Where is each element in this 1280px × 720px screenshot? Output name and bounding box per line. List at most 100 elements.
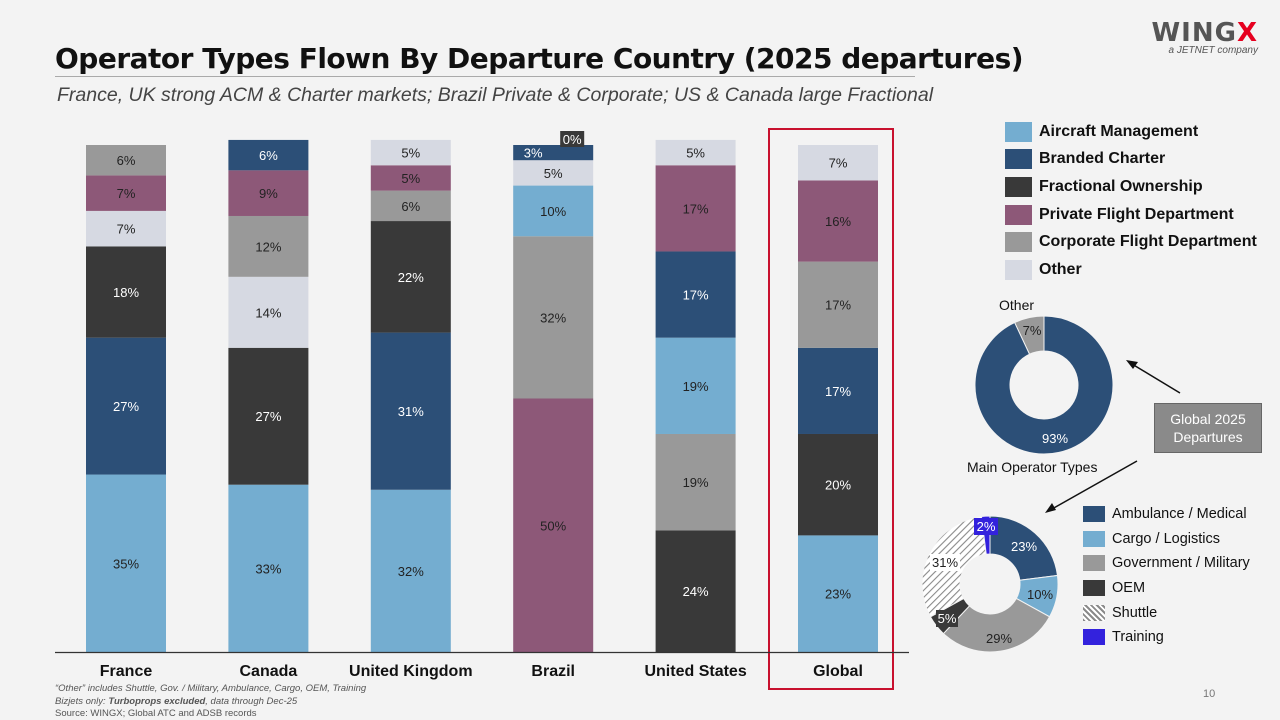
category-label-global: Global [813, 663, 863, 680]
category-label-united-kingdom: United Kingdom [349, 663, 473, 680]
bar-segment-united-states-other [655, 139, 736, 166]
legend-label: Private Flight Department [1039, 205, 1234, 223]
bar-segment-brazil-branded-charter [513, 145, 594, 161]
category-label-france: France [100, 663, 153, 680]
legend-swatch [1083, 629, 1105, 646]
data-label-united-states-branded-charter: 17% [683, 288, 709, 303]
footnote-bizjets: Bizjets only: Turboprops excluded, data … [55, 696, 297, 707]
data-label-france-private-flight-department: 7% [117, 186, 136, 201]
global-donut-chart: 93% 7% [974, 315, 1114, 455]
bar-segment-united-kingdom-aircraft-management [370, 489, 451, 652]
legend-swatch [1005, 259, 1032, 280]
bar-segment-united-kingdom-corporate-flight-department [370, 190, 451, 222]
donut-label-box-oem [936, 610, 958, 627]
operator-type-legend: Aircraft Management Branded Charter Frac… [1005, 118, 1257, 284]
arrow-to-other-donut [1051, 460, 1138, 510]
data-label-global-other: 7% [829, 156, 848, 171]
bar-segment-brazil-corporate-flight-department [513, 236, 594, 399]
data-label-brazil-aircraft-management: 10% [540, 204, 566, 219]
legend-swatch [1005, 204, 1032, 225]
data-label-global-aircraft-management: 23% [825, 587, 851, 602]
data-label-canada-other: 14% [255, 305, 281, 320]
bar-segment-france-private-flight-department [86, 175, 166, 211]
data-label-global-corporate-flight-department: 17% [825, 298, 851, 313]
legend-swatch [1083, 580, 1105, 597]
other-breakdown-legend: Ambulance / Medical Cargo / Logistics Go… [1083, 502, 1250, 650]
data-label-france-fractional-ownership: 18% [113, 285, 139, 300]
legend-item-private-flight-department: Private Flight Department [1005, 201, 1257, 229]
wingx-logo: WINGX a JETNET company [1148, 18, 1259, 56]
data-label-global-private-flight-department: 16% [825, 214, 851, 229]
data-label-france-aircraft-management: 35% [113, 556, 139, 571]
footnote-suffix: , data through Dec-25 [205, 696, 298, 707]
donut-slice-label-main-operator-types: 93% [1042, 431, 1068, 446]
legend-label: Fractional Ownership [1039, 177, 1203, 195]
bar-segment-global-other [798, 145, 878, 181]
bar-segment-canada-aircraft-management [228, 484, 309, 652]
data-label-brazil-fractional-ownership: 0% [563, 132, 582, 147]
donut-title-other: Other [999, 297, 1035, 313]
logo-wordmark: WINGX [1148, 18, 1258, 48]
bar-segment-canada-branded-charter [228, 139, 309, 171]
legend-label: Ambulance / Medical [1112, 506, 1247, 523]
footnote-bold: Turboprops excluded [108, 696, 206, 707]
category-label-united-states: United States [644, 663, 746, 680]
legend-swatch [1005, 176, 1032, 197]
legend-label: Other [1039, 260, 1082, 278]
legend-swatch [1083, 506, 1105, 523]
data-label-brazil-private-flight-department: 50% [540, 518, 566, 533]
data-label-canada-branded-charter: 6% [259, 148, 278, 163]
bar-segment-global-fractional-ownership [798, 433, 878, 536]
legend-item-oem: OEM [1083, 576, 1250, 601]
logo-tagline: a JETNET company [1168, 45, 1258, 56]
legend-swatch [1005, 232, 1032, 253]
bar-segment-united-states-corporate-flight-department [655, 433, 736, 531]
legend-item-shuttle: Shuttle [1083, 600, 1250, 625]
donut-slice-label-training: 2% [977, 519, 996, 534]
data-label-united-states-private-flight-department: 17% [683, 201, 709, 216]
data-label-france-other: 7% [117, 222, 136, 237]
bar-segment-brazil-other [513, 160, 594, 186]
legend-item-government-military: Government / Military [1083, 551, 1250, 576]
bar-segment-canada-other [228, 276, 309, 348]
donut-slice-label-oem: 5% [938, 611, 957, 626]
data-label-canada-corporate-flight-department: 12% [255, 239, 281, 254]
callout-arrows [1045, 360, 1181, 513]
page-number: 10 [1203, 688, 1216, 700]
bar-segment-canada-fractional-ownership [228, 347, 309, 485]
donut-slice-government-military [942, 597, 1051, 653]
bar-segment-france-aircraft-management [86, 474, 166, 652]
bar-segment-united-states-private-flight-department [655, 165, 736, 252]
callout-line2: Departures [1173, 429, 1243, 445]
donut-label-box-shuttle [930, 554, 960, 571]
bar-segment-global-aircraft-management [798, 535, 878, 652]
legend-label: Training [1112, 629, 1164, 646]
data-label-united-kingdom-corporate-flight-department: 6% [401, 199, 420, 214]
bar-segment-global-corporate-flight-department [798, 261, 878, 348]
other-breakdown-donut-chart: 23% 10% 29% 5% 31% 2% [921, 515, 1059, 653]
data-label-global-branded-charter: 17% [825, 384, 851, 399]
legend-label: Aircraft Management [1039, 122, 1199, 140]
legend-swatch [1083, 555, 1105, 572]
bar-segment-france-branded-charter [86, 337, 166, 475]
category-label-brazil: Brazil [531, 663, 575, 680]
legend-swatch [1083, 604, 1105, 621]
global-highlight-box [768, 128, 894, 690]
data-label-united-states-fractional-ownership: 24% [683, 584, 709, 599]
bar-segment-united-kingdom-branded-charter [370, 332, 451, 490]
legend-item-cargo-logistics: Cargo / Logistics [1083, 527, 1250, 552]
legend-item-corporate-flight-department: Corporate Flight Department [1005, 228, 1257, 256]
bar-segment-united-kingdom-other [370, 139, 451, 166]
data-label-united-kingdom-private-flight-department: 5% [401, 171, 420, 186]
bar-segment-united-states-aircraft-management [655, 337, 736, 434]
bar-segment-canada-corporate-flight-department [228, 215, 309, 277]
legend-label: Cargo / Logistics [1112, 530, 1220, 547]
data-label-canada-fractional-ownership: 27% [255, 409, 281, 424]
footnote-prefix: Bizjets only: [55, 696, 109, 707]
donut-slice-ambulance-medical [989, 515, 1059, 581]
legend-swatch [1005, 149, 1032, 170]
category-label-canada: Canada [240, 663, 298, 680]
legend-item-branded-charter: Branded Charter [1005, 146, 1257, 174]
bar-segment-united-kingdom-fractional-ownership [370, 221, 451, 333]
